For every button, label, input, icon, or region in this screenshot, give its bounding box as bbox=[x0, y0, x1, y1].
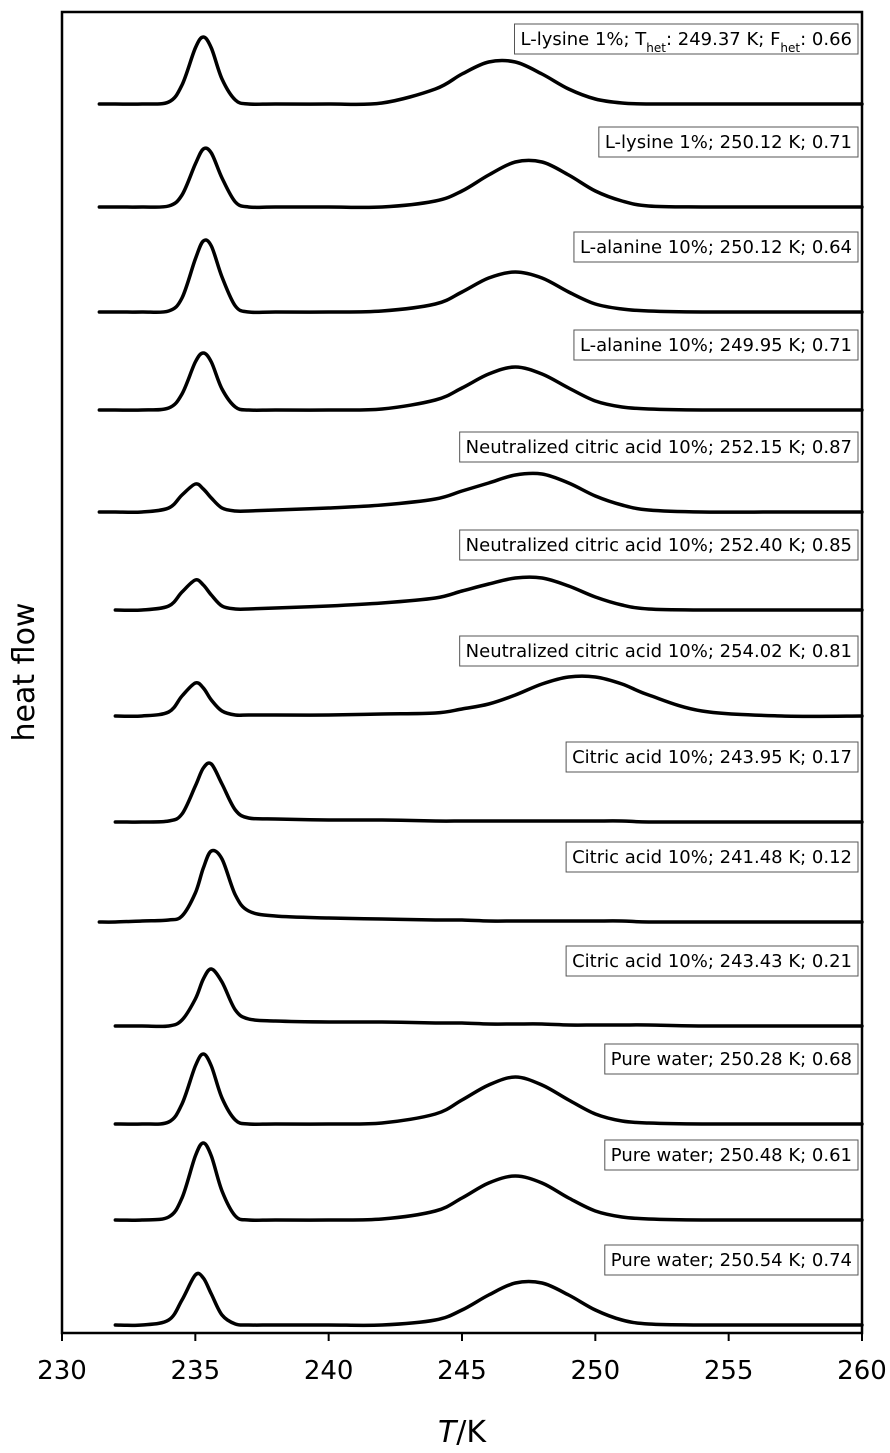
x-tick-label: 235 bbox=[171, 1356, 221, 1386]
trace-label: Neutralized citric acid 10%; 252.15 K; 0… bbox=[459, 431, 859, 463]
trace-label: L-alanine 10%; 249.95 K; 0.71 bbox=[573, 329, 859, 361]
trace-label-text: Citric acid 10%; 243.95 K; 0.17 bbox=[572, 747, 852, 768]
trace-label: L-lysine 1%; 250.12 K; 0.71 bbox=[598, 126, 859, 158]
trace-label-box bbox=[604, 1139, 859, 1171]
trace-label: Neutralized citric acid 10%; 252.40 K; 0… bbox=[459, 529, 859, 561]
trace-label-box bbox=[565, 741, 859, 773]
heat-flow-curve bbox=[113, 1141, 864, 1223]
trace-label: Citric acid 10%; 241.48 K; 0.12 bbox=[565, 841, 859, 873]
x-tick-label: 230 bbox=[37, 1356, 87, 1386]
trace-label-text: Pure water; 250.28 K; 0.68 bbox=[611, 1049, 852, 1070]
trace-label-part: L-lysine 1%; T bbox=[521, 29, 648, 50]
trace-label-text: L-lysine 1%; 250.12 K; 0.71 bbox=[605, 132, 852, 153]
heat-flow-curve bbox=[113, 575, 864, 613]
trace-label-box bbox=[565, 945, 859, 977]
trace-label: Pure water; 250.48 K; 0.61 bbox=[604, 1139, 859, 1171]
trace-label-text: L-alanine 10%; 249.95 K; 0.71 bbox=[580, 335, 852, 356]
plot-frame bbox=[60, 10, 864, 1335]
trace-label-box bbox=[565, 841, 859, 873]
heat-flow-curve bbox=[97, 238, 864, 315]
trace-label-text: Pure water; 250.54 K; 0.74 bbox=[611, 1250, 852, 1271]
trace-label-box bbox=[459, 635, 859, 667]
trace-label-box bbox=[604, 1043, 859, 1075]
trace-label-box bbox=[598, 126, 859, 158]
trace-label: L-lysine 1%; Thet: 249.37 K; Fhet: 0.66 bbox=[514, 23, 859, 55]
heat-flow-curve bbox=[97, 848, 864, 924]
trace-label: Pure water; 250.54 K; 0.74 bbox=[604, 1244, 859, 1276]
heat-flow-curve bbox=[97, 35, 864, 107]
trace-label: Citric acid 10%; 243.95 K; 0.17 bbox=[565, 741, 859, 773]
heat-flow-curve bbox=[113, 674, 864, 719]
x-tick-label: 260 bbox=[837, 1356, 887, 1386]
trace-label-part: : 0.66 bbox=[800, 29, 852, 50]
trace-label-box bbox=[573, 329, 859, 361]
x-tick-label: 240 bbox=[304, 1356, 354, 1386]
x-axis-label-unit: /K bbox=[456, 1415, 487, 1450]
trace-label-box bbox=[573, 231, 859, 263]
trace-label-part: : 249.37 K; F bbox=[666, 29, 780, 50]
heat-flow-curve bbox=[97, 146, 864, 210]
x-tick-label: 255 bbox=[704, 1356, 754, 1386]
trace-label-text: Citric acid 10%; 243.43 K; 0.21 bbox=[572, 951, 852, 972]
y-axis-label: heat flow bbox=[7, 603, 42, 742]
heat-flow-curve bbox=[113, 967, 864, 1029]
trace-label-text: Citric acid 10%; 241.48 K; 0.12 bbox=[572, 847, 852, 868]
x-axis-label-symbol: T bbox=[438, 1415, 459, 1450]
trace-label-box bbox=[604, 1244, 859, 1276]
heat-flow-curve bbox=[113, 1052, 864, 1127]
heat-flow-curve bbox=[113, 761, 864, 824]
trace-label-text: L-alanine 10%; 250.12 K; 0.64 bbox=[580, 237, 852, 258]
trace-label-text: Pure water; 250.48 K; 0.61 bbox=[611, 1145, 852, 1166]
heat-flow-curve bbox=[113, 1271, 864, 1328]
x-tick-label: 245 bbox=[437, 1356, 487, 1386]
trace-label-box bbox=[459, 529, 859, 561]
trace-label-text: Neutralized citric acid 10%; 252.40 K; 0… bbox=[466, 535, 852, 556]
trace-label-text: Neutralized citric acid 10%; 252.15 K; 0… bbox=[466, 437, 852, 458]
heat-flow-curve bbox=[97, 471, 864, 515]
x-tick-label: 250 bbox=[571, 1356, 621, 1386]
trace-label-part: het bbox=[780, 41, 800, 55]
trace-label: Pure water; 250.28 K; 0.68 bbox=[604, 1043, 859, 1075]
trace-label: L-alanine 10%; 250.12 K; 0.64 bbox=[573, 231, 859, 263]
trace-label-box bbox=[459, 431, 859, 463]
heat-flow-curve bbox=[97, 351, 864, 412]
trace-label: Neutralized citric acid 10%; 254.02 K; 0… bbox=[459, 635, 859, 667]
trace-label-box bbox=[514, 23, 859, 55]
trace-label-text: Neutralized citric acid 10%; 254.02 K; 0… bbox=[466, 641, 852, 662]
x-axis-label: T/K bbox=[438, 1415, 487, 1450]
trace-label-part: het bbox=[646, 41, 666, 55]
trace-label-text: L-lysine 1%; Thet: 249.37 K; Fhet: 0.66 bbox=[521, 29, 853, 55]
trace-label: Citric acid 10%; 243.43 K; 0.21 bbox=[565, 945, 859, 977]
